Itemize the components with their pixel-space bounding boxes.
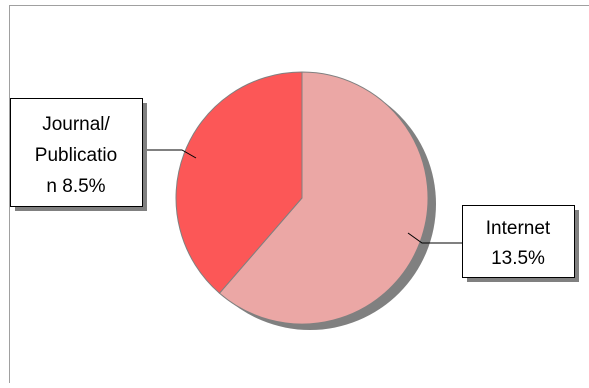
label-journal-line-3: n 8.5% bbox=[46, 176, 105, 197]
label-journal-line-1: Journal/ bbox=[42, 114, 110, 135]
data-label-journal-publication: Journal/ Publicatio n 8.5% bbox=[11, 99, 148, 212]
pie-slices bbox=[176, 72, 428, 324]
data-label-internet: Internet 13.5% bbox=[463, 206, 580, 283]
label-internet-line-2: 13.5% bbox=[491, 248, 545, 269]
label-journal-line-2: Publicatio bbox=[35, 145, 117, 166]
label-internet-line-1: Internet bbox=[486, 218, 551, 239]
